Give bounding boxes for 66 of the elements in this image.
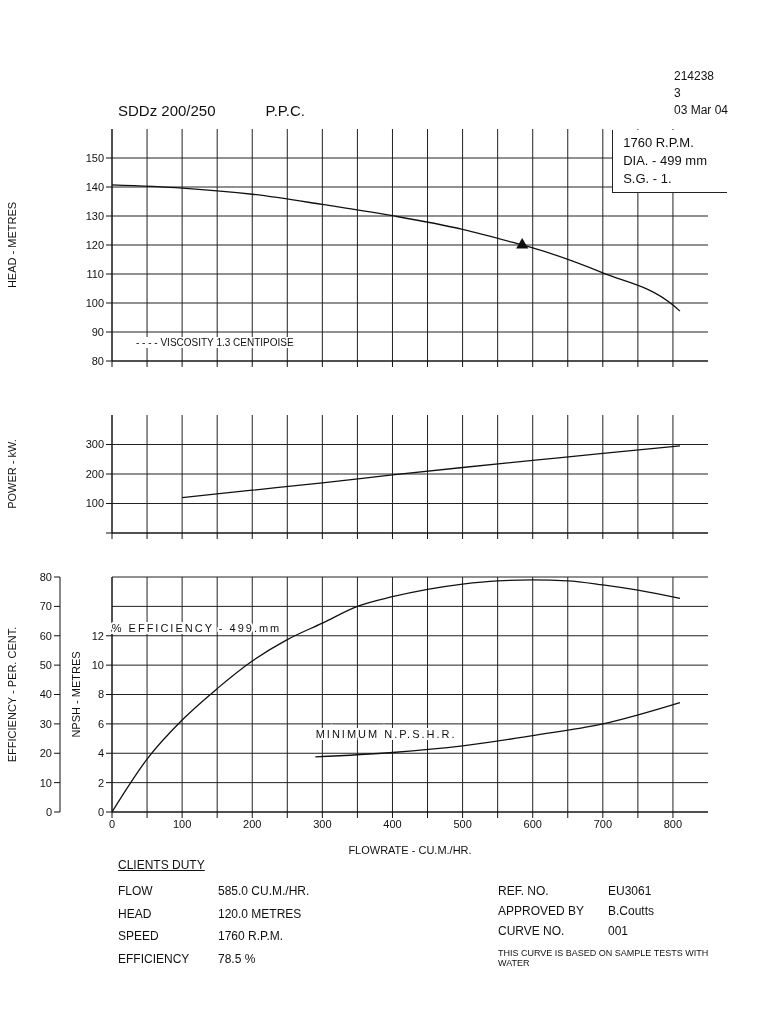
x-tick-label: 700 — [593, 817, 612, 830]
text: 78.5 % — [218, 951, 257, 968]
x-tick-label: 200 — [243, 817, 262, 830]
y-tick-label: 50 — [39, 659, 52, 672]
text: CURVE NO. — [498, 924, 566, 938]
text: 214238 — [673, 68, 715, 85]
text: EFFICIENCY — [118, 951, 191, 968]
chart-subtitle: P.P.C. — [265, 102, 306, 119]
x-tick-label: 800 — [663, 817, 683, 830]
text: REF. NO. — [498, 884, 550, 898]
line-series — [181, 445, 681, 499]
chart-title: SDDz 200/250 — [118, 102, 216, 119]
y-tick-label: 10 — [39, 776, 52, 789]
y-tick-label: 0 — [45, 805, 52, 818]
y-tick-label: 100 — [85, 497, 104, 510]
y-tick-label: 100 — [85, 296, 104, 309]
annotation: 1760 R.P.M. — [623, 134, 695, 152]
y-tick-label: 20 — [39, 747, 52, 760]
y-tick-label: 130 — [85, 209, 104, 222]
x-tick-label: 500 — [453, 817, 472, 830]
y-tick-label: 150 — [85, 151, 104, 164]
text: CLIENTS DUTY — [118, 858, 206, 872]
text: 3 — [673, 85, 682, 102]
y-tick-label: 70 — [39, 600, 52, 613]
y-tick-label: 110 — [86, 267, 104, 280]
x-tick-label: 400 — [383, 817, 402, 830]
y-axis-title: HEAD - METRES — [5, 201, 18, 289]
annotation: S.G. - 1. — [623, 170, 673, 188]
y-tick-label: 120 — [85, 238, 104, 251]
text: APPROVED BY — [498, 904, 586, 918]
line-series — [314, 701, 681, 758]
x-axis-title: FLOWRATE - CU.M./HR. — [348, 844, 472, 856]
y2-axis-title: NPSH - METRES — [69, 651, 82, 738]
y2-tick-label: 12 — [91, 629, 104, 642]
y2-tick-label: 2 — [97, 776, 104, 789]
x-tick-label: 0 — [108, 817, 116, 830]
x-tick-label: 300 — [313, 817, 332, 830]
annotation: - - - - VISCOSITY 1.3 CENTIPOISE — [133, 337, 297, 348]
y-axis-title: POWER - kW. — [5, 439, 18, 509]
text: SPEED — [118, 929, 160, 945]
y-tick-label: 80 — [39, 570, 52, 583]
x-tick-label: 600 — [523, 817, 542, 830]
y-axis-title: EFFICIENCY - PER. CENT. — [5, 626, 18, 763]
y-tick-label: 90 — [91, 325, 104, 338]
text: 585.0 CU.M./HR. — [218, 884, 311, 900]
y-tick-label: 40 — [39, 688, 52, 701]
text: 001 — [608, 924, 630, 938]
y-tick-label: 80 — [91, 354, 104, 367]
text: B.Coutts — [608, 904, 656, 918]
y-tick-label: 30 — [39, 717, 52, 730]
text: FLOW — [118, 884, 154, 900]
y2-tick-label: 8 — [97, 688, 104, 701]
text: 120.0 METRES — [218, 906, 303, 923]
text: THIS CURVE IS BASED ON SAMPLE TESTS WITH WATER — [498, 948, 710, 968]
y-tick-label: 60 — [39, 629, 52, 642]
y2-tick-label: 6 — [97, 717, 104, 730]
y-tick-label: 300 — [85, 438, 104, 451]
text: 1760 R.P.M. — [218, 929, 285, 945]
text: 03 Mar 04 — [673, 102, 728, 119]
annotation: DIA. - 499 mm — [623, 152, 707, 170]
text: HEAD — [118, 906, 153, 923]
x-tick-label: 100 — [172, 817, 192, 830]
y-tick-label: 200 — [85, 467, 104, 480]
y2-tick-label: 4 — [97, 747, 104, 760]
y-tick-label: 140 — [85, 180, 104, 193]
text: EU3061 — [608, 884, 653, 898]
